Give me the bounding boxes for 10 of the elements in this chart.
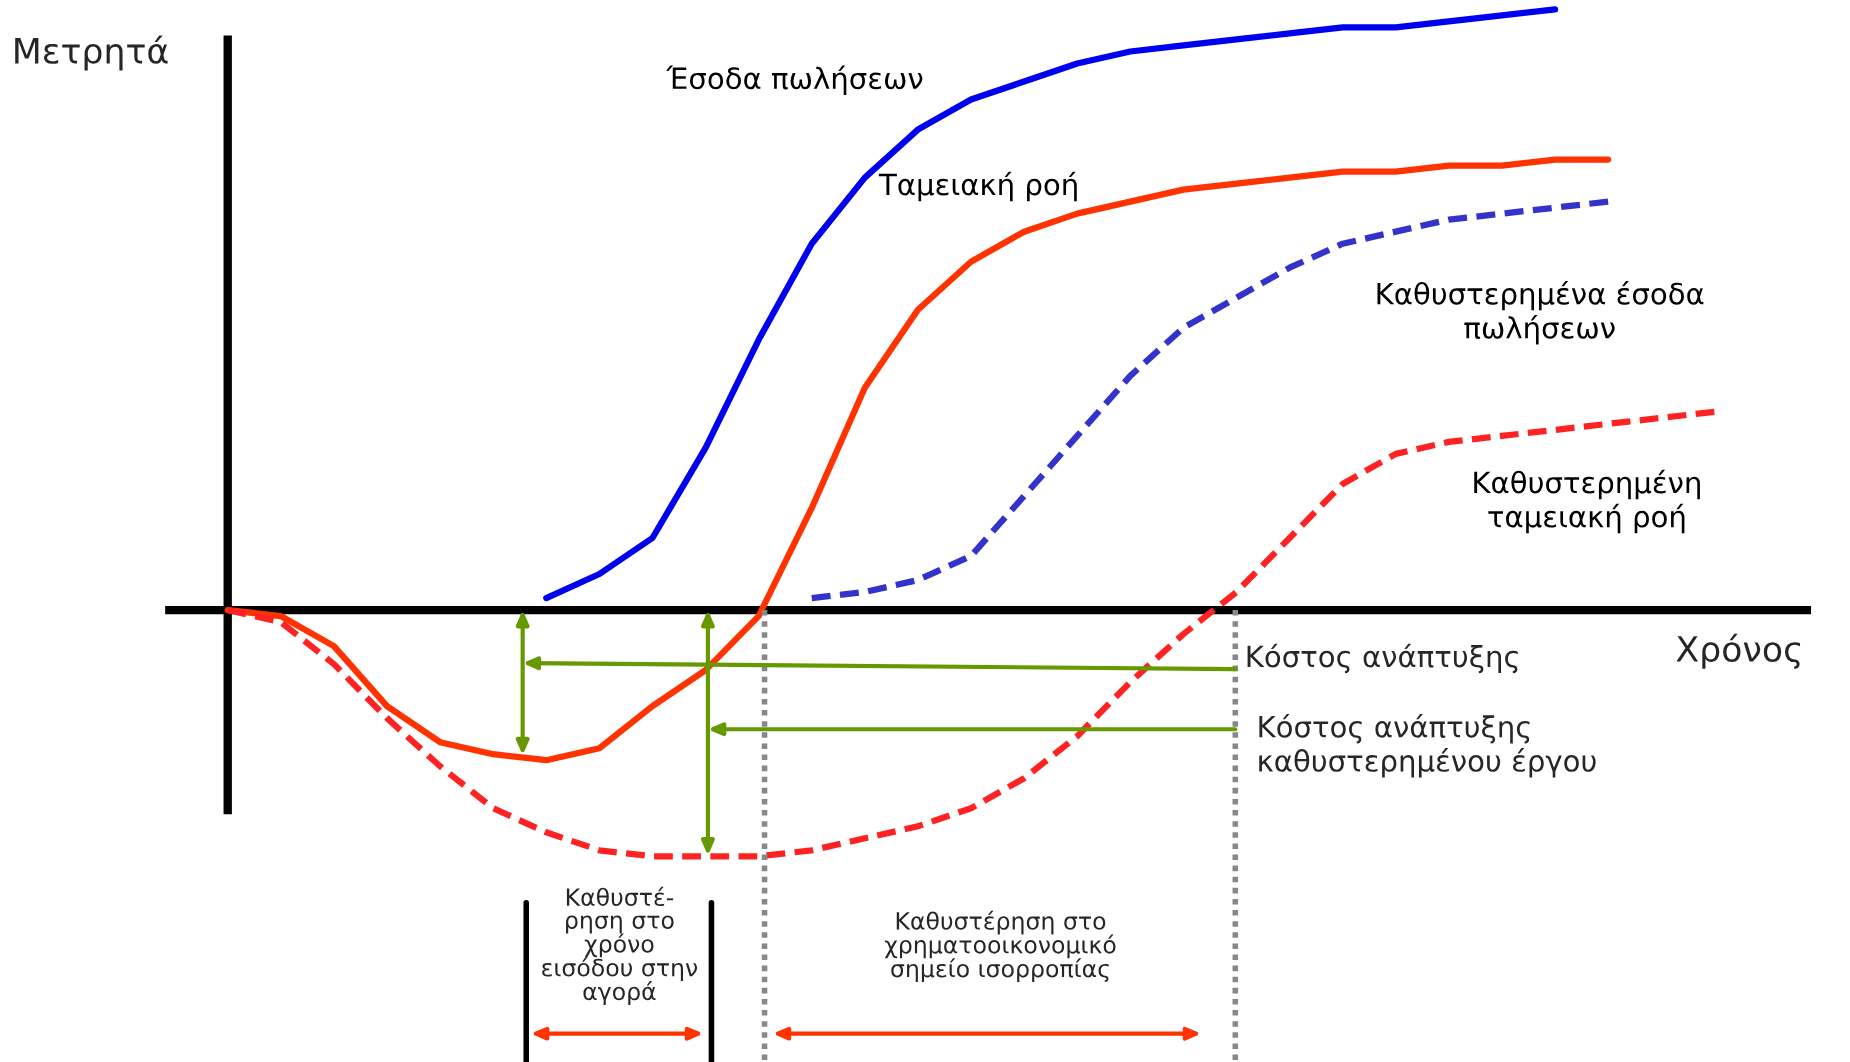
x-axis-title: Χρόνος — [1676, 633, 1801, 669]
series-label: Καθυστερημένη ταμειακή ροή — [1474, 469, 1700, 534]
y-axis-title: Μετρητά — [15, 35, 168, 71]
annotation: Κόστος ανάπτυξης καθυστερημένου έργου — [1259, 714, 1596, 778]
series-label: Καθυστερημένα έσοδα πωλήσεων — [1377, 280, 1704, 345]
text: Καθυστέ- ρηση στο χρόνο εισόδου στην αγορά — [542, 886, 698, 1005]
series-label: Έσοδα πωλήσεων — [666, 65, 923, 95]
text: Καθυστέρηση στο χρηματοοικονομικό σημείο ισορροπίας — [884, 910, 1116, 983]
annotation: Κόστος ανάπτυξης — [1247, 643, 1518, 674]
series-label: Ταμειακή ροή — [878, 171, 1077, 202]
